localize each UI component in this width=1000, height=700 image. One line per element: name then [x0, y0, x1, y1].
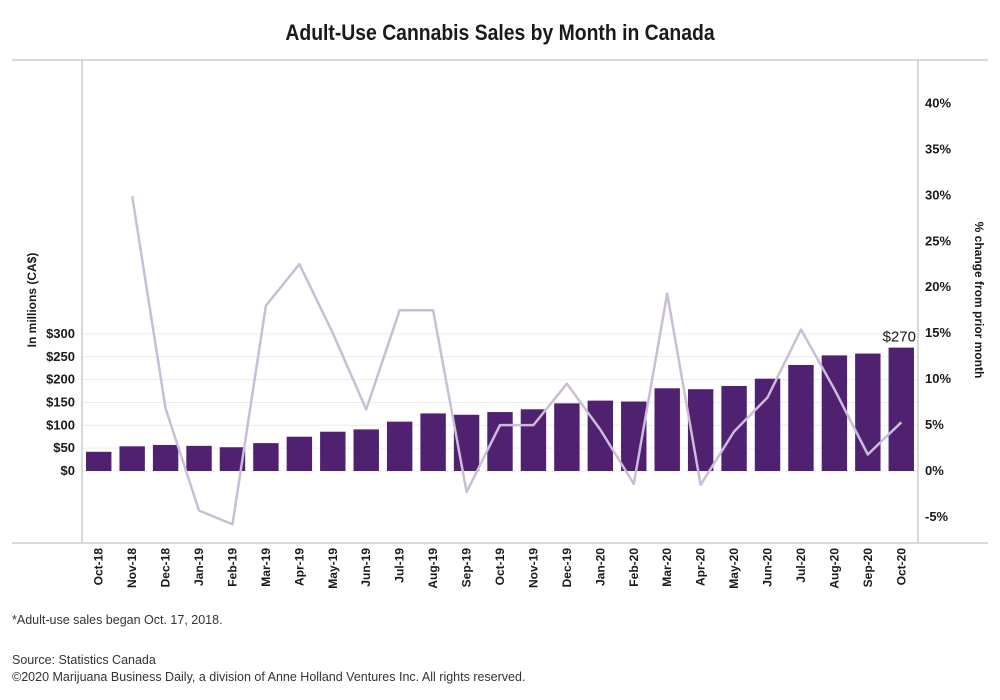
y-tick-label: $150: [46, 394, 75, 409]
x-tick-label: Oct-18: [92, 548, 106, 586]
footnote: *Adult-use sales began Oct. 17, 2018.: [12, 613, 223, 627]
left-axis-ticks: $0 $50 $100 $150 $200 $250 $300: [46, 326, 75, 478]
source-note: Source: Statistics Canada: [12, 653, 156, 667]
x-tick-label: Dec-19: [560, 548, 574, 588]
y2-tick-label: 25%: [925, 233, 951, 248]
x-tick-label: May-20: [727, 548, 741, 589]
bar: [219, 447, 246, 471]
bar: [520, 409, 547, 471]
x-tick-label: Sep-20: [861, 548, 875, 588]
bar: [320, 431, 346, 471]
percent-change-line: [130, 196, 903, 526]
bar: [754, 378, 781, 471]
y-tick-label: $300: [46, 326, 75, 341]
x-tick-label: Oct-19: [493, 548, 507, 586]
bar: [554, 403, 580, 471]
bar: [420, 413, 446, 471]
x-axis-ticks: Oct-18 Nov-18 Dec-18 Jan-19 Feb-19 Mar-19 Apr-…: [92, 548, 909, 589]
y2-tick-label: 0%: [925, 463, 944, 478]
bar: [253, 443, 279, 471]
x-tick-label: Nov-18: [125, 548, 139, 588]
bar: [119, 446, 145, 471]
bars: $270: [86, 329, 916, 471]
x-tick-label: Aug-19: [426, 548, 440, 589]
y-tick-label: $100: [46, 417, 75, 432]
y-tick-label: $200: [46, 372, 75, 387]
y2-tick-label: 40%: [925, 95, 951, 110]
y2-tick-label: -5%: [925, 509, 949, 524]
x-tick-label: Aug-20: [827, 548, 841, 589]
copyright-note: ©2020 Marijuana Business Daily, a divisi…: [12, 670, 526, 684]
bar: [386, 421, 413, 471]
bar: [286, 436, 313, 471]
x-tick-label: Mar-20: [660, 548, 674, 587]
y2-tick-label: 5%: [925, 417, 944, 432]
x-tick-label: Jul-19: [393, 548, 407, 583]
y-tick-label: $250: [46, 349, 75, 364]
y-tick-label: $0: [61, 463, 75, 478]
x-tick-label: Jun-20: [761, 548, 775, 587]
x-tick-label: Dec-18: [159, 548, 173, 588]
bar: [888, 347, 914, 471]
bar: [353, 429, 379, 471]
y2-tick-label: 20%: [925, 279, 951, 294]
x-tick-label: Apr-19: [292, 548, 306, 586]
y-tick-label: $50: [53, 440, 75, 455]
bar: [788, 364, 814, 471]
x-tick-label: Mar-19: [259, 548, 273, 587]
y2-axis-label: % change from prior month: [972, 222, 986, 379]
bar: [186, 445, 212, 471]
x-tick-label: Feb-20: [627, 548, 641, 587]
axes: [12, 59, 988, 544]
x-tick-label: Feb-19: [225, 548, 239, 587]
bar: [721, 385, 747, 471]
y2-tick-label: 10%: [925, 371, 951, 386]
y2-tick-label: 15%: [925, 325, 951, 340]
x-tick-label: Jan-20: [593, 548, 607, 586]
bar: [152, 444, 179, 471]
x-tick-label: Apr-20: [694, 548, 708, 586]
data-label: $270: [883, 329, 916, 346]
right-axis-ticks: -5% 0% 5% 10% 15% 20% 25% 30% 35% 40%: [925, 95, 951, 524]
x-tick-label: Jul-20: [794, 548, 808, 583]
x-tick-label: May-19: [326, 548, 340, 589]
x-tick-label: Jan-19: [192, 548, 206, 586]
y2-tick-label: 30%: [925, 187, 951, 202]
bar: [654, 388, 680, 471]
chart: $270 $0 $50 $100 $150 $200 $250 $300 -5% 0% 5% 10…: [12, 59, 988, 589]
x-tick-label: Sep-19: [460, 548, 474, 588]
x-tick-label: Oct-20: [894, 548, 908, 586]
chart-title: Adult-Use Cannabis Sales by Month in Can…: [285, 20, 715, 45]
bar: [855, 353, 881, 471]
y2-tick-label: 35%: [925, 141, 951, 156]
series-line: [130, 196, 903, 526]
x-tick-label: Jun-19: [359, 548, 373, 587]
y-axis-label: In millions (CA$): [25, 253, 39, 348]
bar: [86, 451, 112, 471]
bar: [587, 400, 614, 471]
x-tick-label: Nov-19: [526, 548, 540, 588]
